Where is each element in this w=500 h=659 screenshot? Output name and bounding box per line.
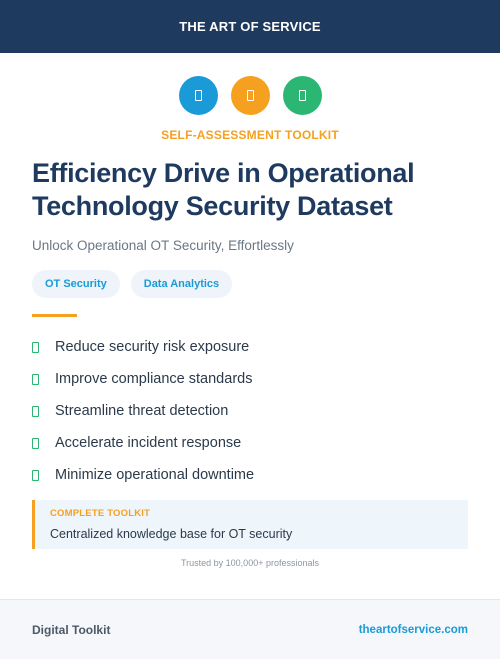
benefit-text: Reduce security risk exposure bbox=[55, 339, 250, 355]
check-icon bbox=[32, 405, 39, 417]
benefit-text: Streamline threat detection bbox=[55, 403, 229, 419]
list-item: Improve compliance standards bbox=[32, 363, 254, 395]
orange-document-icon bbox=[230, 76, 270, 115]
benefit-text: Accelerate incident response bbox=[55, 435, 242, 451]
website-link[interactable]: theartofservice.com bbox=[358, 623, 468, 636]
benefit-text: Minimize operational downtime bbox=[55, 467, 255, 483]
footer-label: Digital Toolkit bbox=[32, 622, 111, 637]
tag-data-analytics[interactable]: Data Analytics bbox=[130, 270, 233, 298]
list-item: Reduce security risk exposure bbox=[32, 331, 254, 363]
check-icon bbox=[32, 341, 39, 353]
list-item: Accelerate incident response bbox=[32, 427, 254, 459]
toolkit-callout: COMPLETE TOOLKIT Centralized knowledge b… bbox=[32, 500, 468, 549]
check-icon bbox=[32, 469, 39, 481]
blue-document-icon bbox=[178, 76, 218, 115]
green-document-icon bbox=[282, 76, 322, 115]
eyebrow-label: SELF-ASSESSMENT TOOLKIT bbox=[161, 128, 339, 142]
page-subtitle: Unlock Operational OT Security, Effortle… bbox=[32, 238, 294, 253]
footer: Digital Toolkit theartofservice.com bbox=[0, 599, 500, 659]
accent-divider bbox=[32, 314, 77, 317]
tag-ot-security[interactable]: OT Security bbox=[32, 270, 120, 298]
page-title: Efficiency Drive in Operational Technolo… bbox=[32, 158, 415, 221]
benefit-text: Improve compliance standards bbox=[55, 371, 253, 387]
callout-label: COMPLETE TOOLKIT bbox=[50, 508, 151, 519]
top-banner: THE ART OF SERVICE bbox=[0, 0, 500, 53]
list-item: Streamline threat detection bbox=[32, 395, 254, 427]
brand-name: THE ART OF SERVICE bbox=[179, 19, 321, 34]
trusted-note: Trusted by 100,000+ professionals bbox=[180, 558, 319, 568]
callout-text: Centralized knowledge base for OT securi… bbox=[50, 527, 293, 541]
benefit-list: Reduce security risk exposure Improve co… bbox=[32, 331, 254, 491]
list-item: Minimize operational downtime bbox=[32, 459, 254, 491]
tag-list: OT Security Data Analytics bbox=[32, 270, 233, 298]
check-icon bbox=[32, 373, 39, 385]
icon-row bbox=[0, 76, 500, 115]
check-icon bbox=[32, 437, 39, 449]
